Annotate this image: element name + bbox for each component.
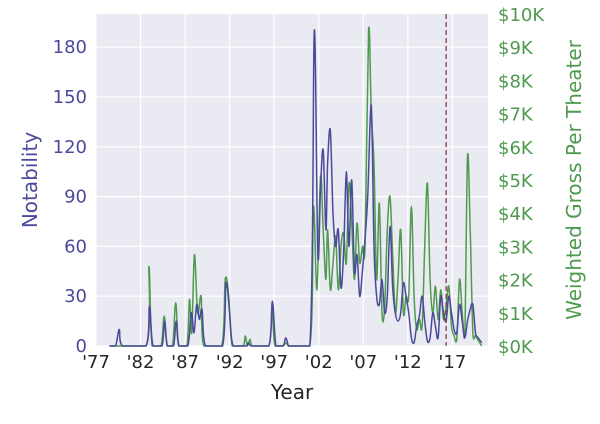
- left-y-tick-label: 60: [64, 236, 87, 257]
- right-y-tick-label: $8K: [498, 71, 534, 92]
- right-axis-title: Weighted Gross Per Theater: [562, 39, 586, 320]
- right-y-tick-label: $5K: [498, 171, 534, 192]
- tick-labels: '77 '82 '87 '92 '97 '02 '07 '12 '17 0 30 60 90 120 150…: [53, 5, 546, 373]
- right-y-tick-label: $3K: [498, 237, 534, 258]
- left-axis-title: Notability: [18, 132, 42, 229]
- x-tick-label: '82: [127, 352, 155, 373]
- series-layer: [109, 26, 483, 347]
- x-tick-label: '07: [349, 352, 377, 373]
- right-y-tick-label: $6K: [498, 138, 534, 159]
- right-y-tick-label: $9K: [498, 38, 534, 59]
- left-y-tick-label: 0: [76, 336, 87, 357]
- notability-series-line: [109, 29, 483, 347]
- right-y-tick-label: $1K: [498, 304, 534, 325]
- x-tick-label: '97: [260, 352, 288, 373]
- x-tick-label: '02: [305, 352, 333, 373]
- right-y-tick-label: $10K: [498, 5, 545, 26]
- left-y-tick-label: 30: [64, 286, 87, 307]
- plot-background: [96, 14, 488, 346]
- right-y-tick-label: $0K: [498, 337, 534, 358]
- x-tick-label: '12: [394, 352, 422, 373]
- x-tick-label: '17: [438, 352, 466, 373]
- right-y-tick-label: $7K: [498, 105, 534, 126]
- x-tick-label: '87: [171, 352, 199, 373]
- right-y-tick-label: $2K: [498, 271, 534, 292]
- x-axis-title: Year: [270, 380, 314, 404]
- left-y-tick-label: 90: [64, 187, 87, 208]
- x-tick-label: '77: [82, 352, 110, 373]
- right-y-tick-label: $4K: [498, 204, 534, 225]
- left-y-tick-label: 150: [53, 87, 87, 108]
- left-y-tick-label: 120: [53, 137, 87, 158]
- x-tick-label: '92: [216, 352, 244, 373]
- left-y-tick-label: 180: [53, 37, 87, 58]
